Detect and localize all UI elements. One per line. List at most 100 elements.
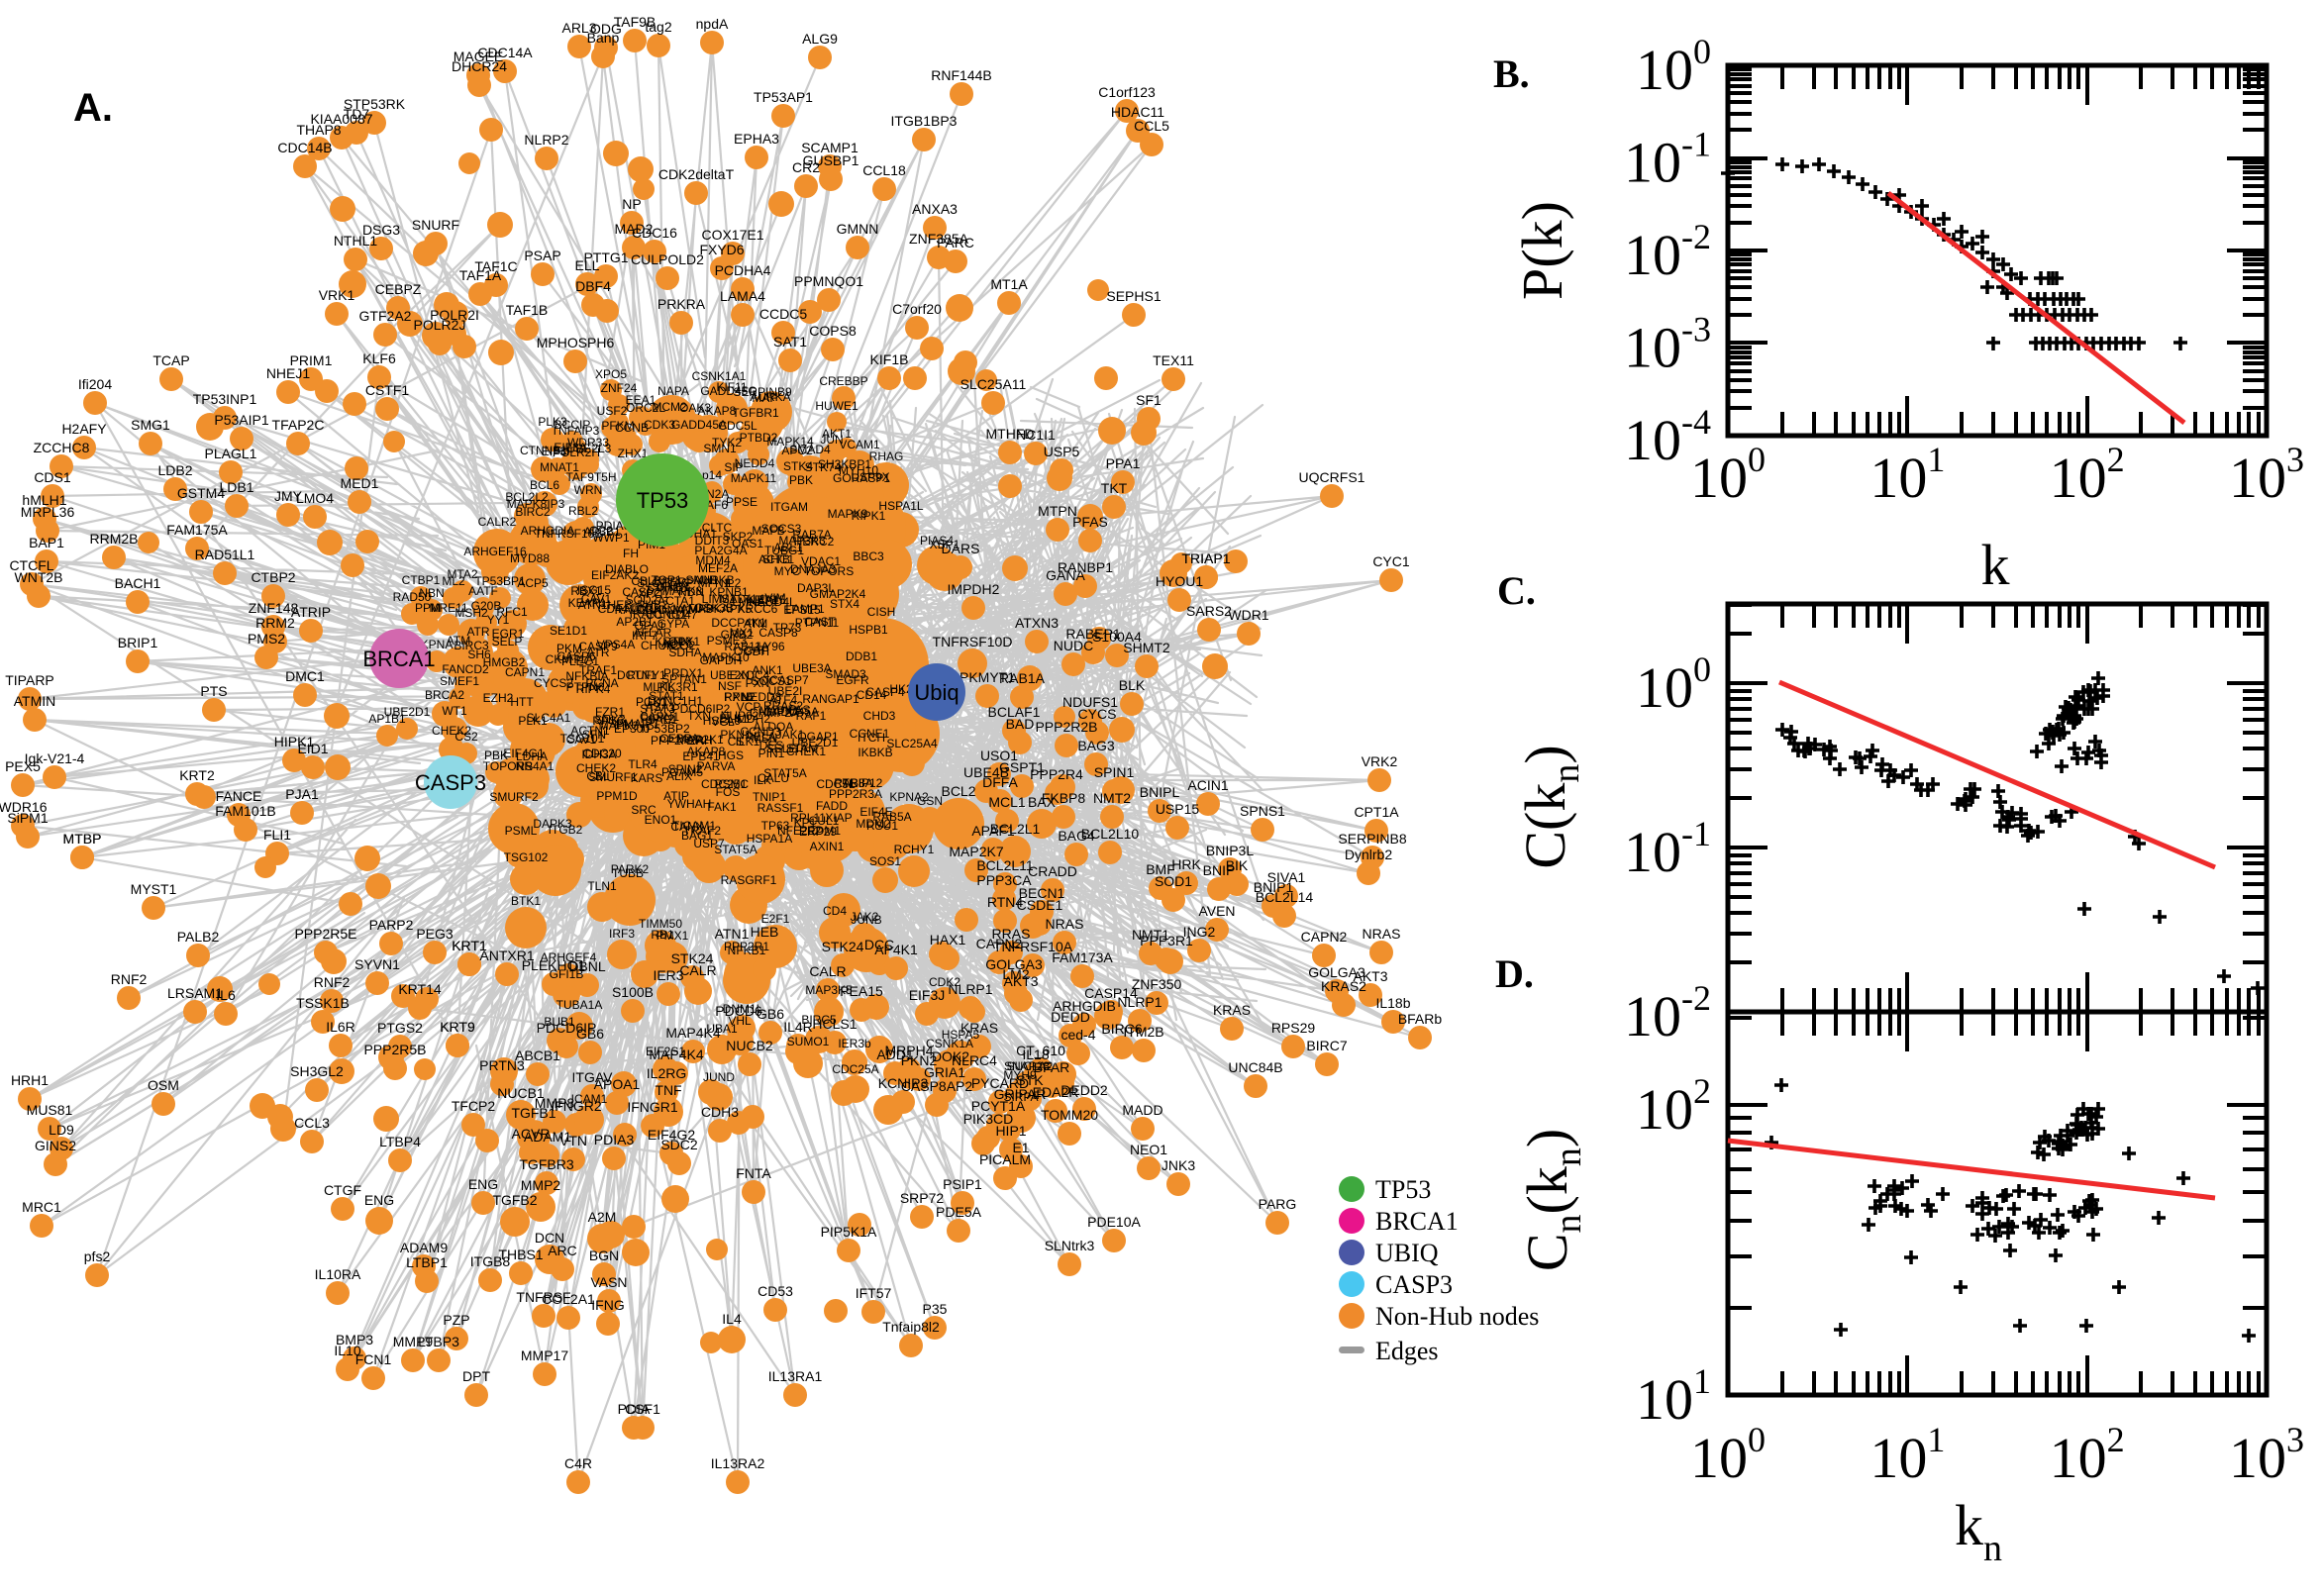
svg-text:CD53: CD53 <box>758 1283 793 1299</box>
svg-text:UBE4B: UBE4B <box>963 764 1009 780</box>
svg-text:CD47: CD47 <box>667 608 698 622</box>
svg-text:NLRC4: NLRC4 <box>952 1052 997 1068</box>
svg-text:IL2: IL2 <box>725 576 742 590</box>
svg-text:IFNGR2: IFNGR2 <box>551 1098 602 1114</box>
svg-text:PKM: PKM <box>556 642 582 655</box>
svg-text:JUNB: JUNB <box>851 913 881 927</box>
svg-text:ITM2B: ITM2B <box>1123 1024 1163 1040</box>
svg-text:THAP8: THAP8 <box>296 122 341 138</box>
svg-text:PTGS2: PTGS2 <box>377 1020 423 1036</box>
svg-text:AATF: AATF <box>468 584 498 598</box>
svg-text:BRCA1: BRCA1 <box>1375 1207 1459 1236</box>
svg-text:FAM101B: FAM101B <box>215 803 275 819</box>
svg-text:RAB7A: RAB7A <box>792 528 831 542</box>
svg-text:NRAS: NRAS <box>1363 926 1401 942</box>
svg-text:Banp: Banp <box>587 30 620 46</box>
svg-text:G20B: G20B <box>471 599 502 613</box>
svg-text:HSPB1: HSPB1 <box>849 623 888 637</box>
svg-text:ARC: ARC <box>548 1243 577 1258</box>
svg-text:BAX: BAX <box>1028 794 1057 810</box>
svg-text:MRE11: MRE11 <box>429 601 467 615</box>
svg-text:ITGAV: ITGAV <box>572 1069 614 1085</box>
svg-text:AVEN: AVEN <box>1198 903 1235 919</box>
svg-text:FXYD6: FXYD6 <box>699 242 744 257</box>
svg-text:GB6: GB6 <box>576 1026 604 1042</box>
svg-text:RFC1: RFC1 <box>496 605 528 619</box>
svg-text:CTNNB1: CTNNB1 <box>520 444 567 457</box>
svg-text:MAFB: MAFB <box>752 524 784 538</box>
svg-text:SUMO1: SUMO1 <box>787 1035 830 1048</box>
svg-text:ZNF385A: ZNF385A <box>909 231 969 247</box>
svg-text:FCN1: FCN1 <box>355 1351 392 1367</box>
svg-text:NHEJ1: NHEJ1 <box>266 365 311 381</box>
svg-text:TRAF2: TRAF2 <box>683 824 721 838</box>
svg-text:GB6: GB6 <box>757 1006 784 1022</box>
svg-text:BNIP: BNIP <box>1203 862 1236 878</box>
svg-text:DSG3: DSG3 <box>362 222 400 238</box>
svg-text:CSDE1: CSDE1 <box>1017 897 1063 913</box>
svg-text:CDH1: CDH1 <box>648 580 680 594</box>
svg-text:COX17E1: COX17E1 <box>701 227 763 243</box>
svg-text:RAB11A: RAB11A <box>724 640 768 653</box>
svg-text:SMAD4: SMAD4 <box>789 443 831 456</box>
svg-text:TUBG1: TUBG1 <box>764 544 804 557</box>
svg-text:SOS1: SOS1 <box>869 854 901 868</box>
svg-text:ANXA3: ANXA3 <box>912 201 958 217</box>
svg-text:GSK3B: GSK3B <box>694 601 734 615</box>
svg-text:ZNF24: ZNF24 <box>601 381 638 395</box>
svg-text:FNTA: FNTA <box>736 1165 771 1181</box>
svg-text:TRIP12: TRIP12 <box>843 776 883 790</box>
svg-text:HSPA5: HSPA5 <box>942 1028 980 1042</box>
svg-text:10-4: 10-4 <box>1624 402 1711 472</box>
svg-text:RPS6: RPS6 <box>592 714 624 728</box>
svg-text:SH3KBP1: SH3KBP1 <box>818 457 871 471</box>
svg-text:MAPK3: MAPK3 <box>599 719 640 733</box>
svg-text:EPS15: EPS15 <box>783 603 821 617</box>
svg-text:CDC20: CDC20 <box>582 747 622 760</box>
svg-text:SDC2: SDC2 <box>660 1137 698 1152</box>
svg-text:CCL3: CCL3 <box>294 1115 330 1131</box>
svg-text:SLC27A6: SLC27A6 <box>637 576 688 590</box>
svg-text:KPNA2: KPNA2 <box>889 790 929 804</box>
svg-text:UNC84B: UNC84B <box>1228 1059 1282 1075</box>
svg-text:MYH9: MYH9 <box>1003 1068 1037 1082</box>
svg-text:DEDD2: DEDD2 <box>1060 1082 1108 1098</box>
svg-text:PSIP1: PSIP1 <box>943 1176 982 1192</box>
svg-text:NR4A1: NR4A1 <box>516 759 555 773</box>
svg-text:DCC: DCC <box>864 937 894 952</box>
svg-text:OAK3: OAK3 <box>679 401 711 415</box>
svg-text:ARHGDIB: ARHGDIB <box>1053 998 1116 1014</box>
svg-text:CCL18: CCL18 <box>862 162 906 178</box>
svg-text:RCHY1: RCHY1 <box>894 843 935 856</box>
svg-text:HYOU1: HYOU1 <box>1156 573 1203 589</box>
svg-text:CR2: CR2 <box>792 159 820 175</box>
svg-text:KRT9: KRT9 <box>440 1019 475 1035</box>
svg-text:BAG3: BAG3 <box>1077 738 1115 753</box>
svg-text:NUCB1: NUCB1 <box>497 1085 545 1101</box>
svg-text:TIPARP: TIPARP <box>5 672 54 688</box>
svg-text:GOLGA3: GOLGA3 <box>985 956 1043 972</box>
svg-text:RIPK2: RIPK2 <box>641 712 675 726</box>
svg-text:TSG102: TSG102 <box>504 850 549 864</box>
svg-text:AKAP8: AKAP8 <box>687 745 726 758</box>
svg-text:TNIP1: TNIP1 <box>753 790 786 804</box>
svg-text:NUCB2: NUCB2 <box>726 1038 773 1053</box>
svg-text:ANK1: ANK1 <box>752 663 783 677</box>
svg-text:ITGB8: ITGB8 <box>470 1253 511 1269</box>
svg-text:VCL: VCL <box>711 715 735 729</box>
svg-text:CANX: CANX <box>670 820 703 834</box>
svg-text:GMAP2K4: GMAP2K4 <box>810 587 866 601</box>
svg-text:CDH3: CDH3 <box>701 1104 739 1120</box>
svg-text:AKT3: AKT3 <box>1353 968 1387 984</box>
svg-text:KRT1: KRT1 <box>452 938 487 953</box>
svg-text:SIP: SIP <box>724 460 743 474</box>
svg-text:KCNIP3: KCNIP3 <box>878 1075 929 1091</box>
svg-text:CAPN2: CAPN2 <box>976 936 1023 951</box>
svg-text:kn: kn <box>1955 1493 2002 1569</box>
svg-text:BCLAF1: BCLAF1 <box>988 704 1041 720</box>
svg-text:YWHAH: YWHAH <box>667 797 712 811</box>
svg-text:TD7: TD7 <box>344 106 370 122</box>
svg-text:DIABLO: DIABLO <box>605 562 649 576</box>
svg-text:EIF3F: EIF3F <box>542 445 574 458</box>
svg-text:MNAT1: MNAT1 <box>540 460 579 474</box>
